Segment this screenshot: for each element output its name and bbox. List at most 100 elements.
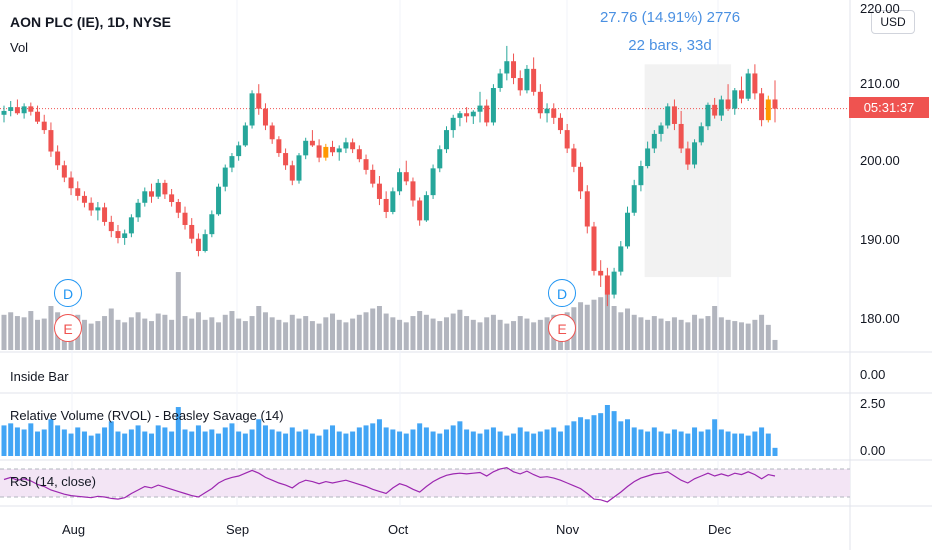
dividend-marker[interactable]: D — [54, 279, 82, 307]
rvol-bar — [102, 427, 108, 456]
candle-body — [484, 105, 490, 123]
rvol-bar — [397, 431, 403, 456]
volume-bar — [216, 322, 222, 350]
rvol-bar — [752, 431, 758, 456]
volume-bar — [155, 313, 161, 350]
rvol-bar — [692, 427, 698, 456]
candle-body — [376, 183, 382, 199]
candle-body — [102, 207, 108, 222]
candle-body — [296, 155, 302, 181]
volume-bar — [678, 319, 684, 350]
rvol-bar — [564, 425, 570, 456]
earnings-marker[interactable]: E — [548, 314, 576, 342]
candle-body — [390, 191, 396, 212]
volume-bar — [21, 317, 27, 350]
volume-bar — [618, 312, 624, 350]
rvol-bar — [618, 421, 624, 456]
rvol-bar — [457, 421, 463, 456]
volume-bar — [8, 312, 14, 350]
volume-bar — [383, 313, 389, 350]
candle-body — [738, 90, 744, 99]
rvol-bar — [249, 429, 255, 456]
candle-body — [772, 99, 778, 109]
volume-bar — [108, 308, 114, 350]
rvol-bar — [323, 429, 329, 456]
candle-body — [524, 68, 530, 91]
volume-bar — [343, 322, 349, 350]
measure-range: 22 bars, 33d — [628, 37, 712, 54]
dividend-marker[interactable]: D — [548, 279, 576, 307]
time-tick: Sep — [226, 522, 250, 537]
candle-body — [202, 234, 208, 251]
candle-body — [618, 246, 624, 272]
rvol-bar — [370, 423, 376, 456]
volume-bar — [470, 319, 476, 350]
volume-bar — [81, 319, 87, 350]
rvol-bar — [236, 431, 242, 456]
rvol-bar — [122, 433, 128, 456]
candle-body — [175, 202, 181, 213]
rvol-bar — [336, 431, 342, 456]
candle-body — [490, 88, 496, 123]
rvol-bar — [41, 429, 47, 456]
volume-bar — [390, 317, 396, 350]
volume-bar — [443, 317, 449, 350]
rvol-bar — [383, 427, 389, 456]
rvol-bar — [423, 427, 429, 456]
rvol-bar — [309, 433, 315, 456]
candle-body — [189, 224, 195, 239]
candle-body — [41, 121, 47, 131]
volume-bar — [725, 319, 731, 350]
volume-bar — [671, 317, 677, 350]
candle-body — [571, 148, 577, 167]
volume-bar — [48, 306, 54, 350]
rvol-bar — [745, 435, 751, 456]
candle-body — [309, 140, 315, 146]
candle-body — [316, 145, 322, 158]
earnings-marker[interactable]: E — [54, 314, 82, 342]
candle-body — [551, 108, 557, 118]
candle-body — [55, 151, 61, 166]
inside-bar-label: Inside Bar — [10, 369, 69, 384]
candle-body — [765, 99, 771, 121]
rvol-label: Relative Volume (RVOL) - Beasley Savage … — [10, 408, 284, 423]
rvol-bar — [450, 425, 456, 456]
candle-body — [584, 191, 590, 227]
volume-bar — [450, 313, 456, 350]
candle-body — [658, 125, 664, 134]
volume-bar — [1, 314, 7, 350]
rsi-band — [0, 469, 850, 497]
volume-bar — [323, 317, 329, 350]
volume-bar — [759, 314, 765, 350]
volume-bar — [14, 316, 20, 350]
rvol-bar — [725, 431, 731, 456]
rvol-tick: 0.00 — [860, 443, 886, 458]
volume-bar — [705, 316, 711, 350]
currency-button[interactable]: USD — [871, 10, 915, 34]
rvol-bar — [531, 433, 537, 456]
candle-body — [115, 231, 121, 238]
rvol-bar — [712, 419, 718, 456]
candle-body — [28, 106, 34, 112]
volume-bar — [169, 319, 175, 350]
volume-bar — [102, 316, 108, 350]
volume-bar — [296, 318, 302, 350]
candle-body — [397, 172, 403, 192]
rvol-bar — [625, 419, 631, 456]
rvol-bar — [148, 433, 154, 456]
rvol-bar — [604, 405, 610, 456]
rvol-bar — [765, 433, 771, 456]
candle-body — [437, 149, 443, 169]
candle-body — [725, 99, 731, 109]
candle-body — [370, 169, 376, 184]
volume-bar — [611, 306, 617, 350]
rvol-bar — [61, 429, 67, 456]
candle-body — [229, 156, 235, 168]
candle-body — [712, 104, 718, 116]
rvol-bar — [517, 427, 523, 456]
candle-body — [423, 195, 429, 221]
rvol-bar — [497, 431, 503, 456]
price-tick: 210.00 — [860, 76, 900, 91]
candle-body — [692, 142, 698, 165]
